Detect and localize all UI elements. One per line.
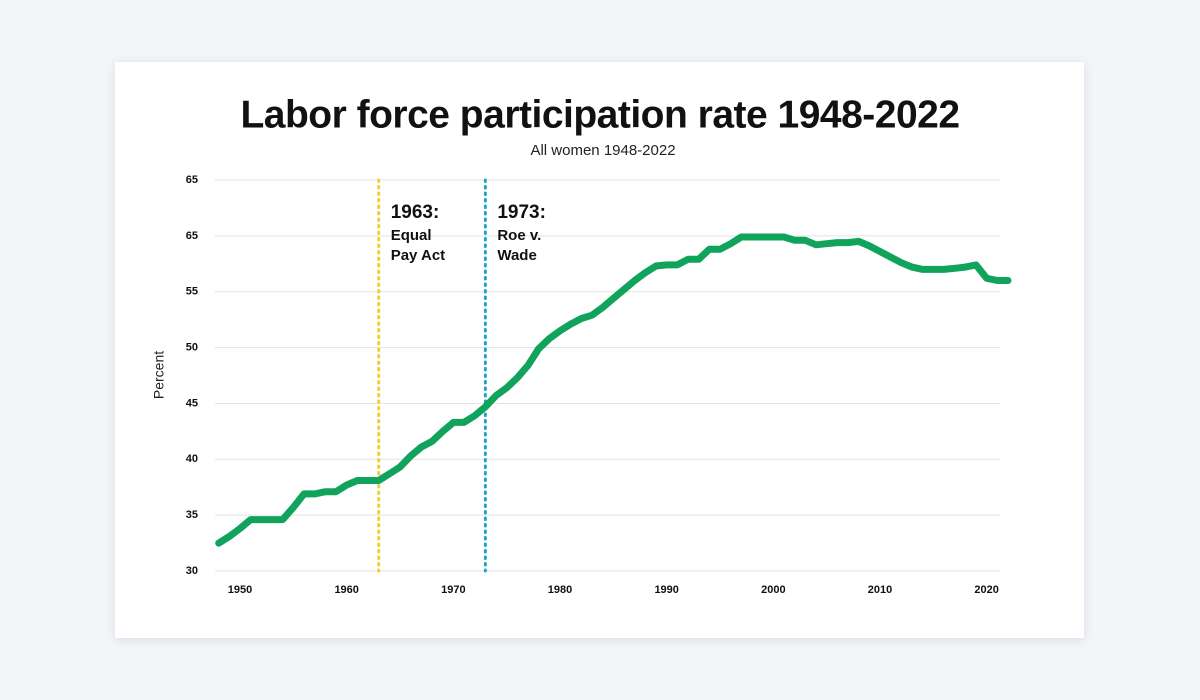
y-axis-label: Percent [151,351,167,399]
y-tick-label: 30 [186,565,198,577]
y-tick-label: 45 [186,397,198,409]
y-tick-label: 35 [186,509,198,521]
x-tick-label: 1990 [654,584,678,596]
annotation-text: Pay Act [391,247,445,264]
x-tick-label: 1970 [441,584,465,596]
annotation-text: Wade [497,247,536,264]
annotation-text: 1963: [391,202,440,223]
card [115,62,1084,638]
x-tick-label: 2020 [974,584,998,596]
x-tick-label: 2000 [761,584,785,596]
y-tick-label: 55 [186,286,198,298]
y-tick-label: 40 [186,453,198,465]
x-tick-label: 1980 [548,584,572,596]
y-tick-label: 65 [186,174,198,186]
y-tick-label: 65 [186,230,198,242]
annotation-text: Equal [391,227,432,244]
x-tick-label: 2010 [868,584,892,596]
x-tick-label: 1950 [228,584,252,596]
y-tick-label: 50 [186,341,198,353]
annotation-text: 1973: [497,202,546,223]
chart-subtitle: All women 1948-2022 [530,142,675,159]
annotation-text: Roe v. [497,227,541,244]
chart-title: Labor force participation rate 1948-2022 [240,93,959,136]
data-line [215,233,1012,547]
x-tick-label: 1960 [334,584,358,596]
